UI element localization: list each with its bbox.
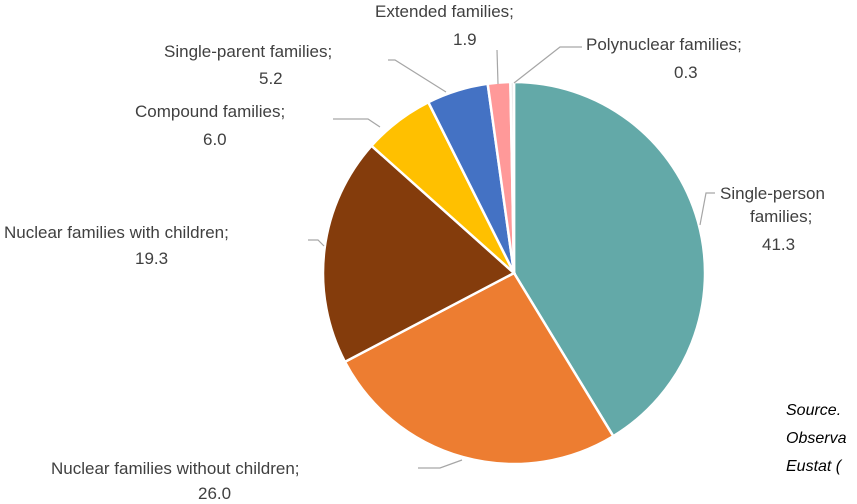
label-single-person-line1: Single-person bbox=[720, 184, 825, 203]
pie-slice-single-person-families bbox=[512, 80, 707, 438]
pie-slice-nuclear-families-without-children bbox=[343, 271, 616, 466]
label-compound-value: 6.0 bbox=[203, 130, 227, 149]
label-single-parent: Single-parent families; bbox=[164, 42, 332, 61]
pie-slice-nuclear-families-with-children bbox=[321, 144, 517, 364]
leader-line-nuclear-without bbox=[418, 459, 463, 469]
label-single-person-line2: families; bbox=[750, 207, 812, 226]
leader-line-single-person bbox=[699, 192, 715, 226]
leader-line-polynuclear bbox=[513, 46, 582, 84]
label-single-parent-value: 5.2 bbox=[259, 69, 283, 88]
source-note-line3: Eustat ( bbox=[786, 458, 843, 475]
leader-line-extended bbox=[496, 49, 499, 85]
label-nuclear-with-value: 19.3 bbox=[135, 249, 168, 268]
label-compound: Compound families; bbox=[135, 102, 285, 121]
source-note-line1: Source. bbox=[786, 402, 841, 419]
label-polynuclear-value: 0.3 bbox=[674, 63, 698, 82]
label-extended: Extended families; bbox=[375, 2, 514, 21]
label-single-person-value: 41.3 bbox=[762, 235, 795, 254]
source-note-line2: Observa bbox=[786, 430, 847, 447]
leader-line-nuclear-with bbox=[308, 239, 325, 247]
pie-slices bbox=[321, 80, 707, 466]
pie-slice-polynuclear-families bbox=[509, 80, 516, 274]
label-nuclear-without-value: 26.0 bbox=[198, 484, 231, 503]
label-polynuclear: Polynuclear families; bbox=[586, 35, 742, 54]
leader-line-single-parent bbox=[388, 59, 447, 93]
label-nuclear-with: Nuclear families with children; bbox=[4, 223, 229, 242]
label-extended-value: 1.9 bbox=[453, 30, 477, 49]
leader-line-compound bbox=[333, 118, 381, 128]
label-nuclear-without: Nuclear families without children; bbox=[51, 459, 300, 478]
